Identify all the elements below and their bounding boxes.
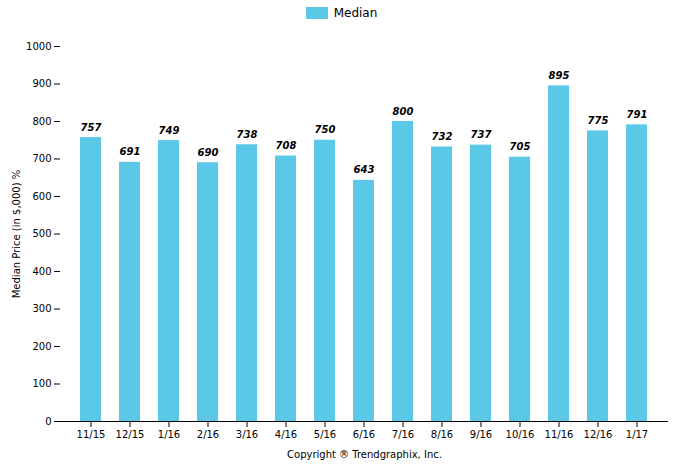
svg-text:9/16: 9/16 — [470, 429, 492, 440]
svg-text:737: 737 — [471, 129, 492, 140]
svg-text:0: 0 — [45, 416, 51, 427]
svg-text:791: 791 — [627, 109, 648, 120]
svg-text:500: 500 — [32, 228, 51, 239]
svg-text:643: 643 — [354, 164, 375, 175]
svg-text:738: 738 — [237, 129, 258, 140]
svg-text:5/16: 5/16 — [314, 429, 336, 440]
svg-text:1/16: 1/16 — [158, 429, 180, 440]
svg-text:12/15: 12/15 — [116, 429, 145, 440]
svg-text:1000: 1000 — [26, 41, 51, 52]
svg-text:200: 200 — [32, 341, 51, 352]
svg-text:2/16: 2/16 — [197, 429, 219, 440]
svg-text:4/16: 4/16 — [275, 429, 297, 440]
svg-text:757: 757 — [81, 122, 102, 133]
svg-text:900: 900 — [32, 78, 51, 89]
svg-text:1/17: 1/17 — [626, 429, 648, 440]
svg-text:749: 749 — [159, 125, 180, 136]
svg-text:Median Price (in $,000) %: Median Price (in $,000) % — [11, 170, 22, 299]
svg-text:800: 800 — [32, 116, 51, 127]
svg-text:3/16: 3/16 — [236, 429, 258, 440]
svg-text:690: 690 — [198, 147, 219, 158]
svg-text:300: 300 — [32, 303, 51, 314]
svg-text:705: 705 — [510, 141, 531, 152]
svg-text:400: 400 — [32, 266, 51, 277]
svg-text:11/16: 11/16 — [545, 429, 574, 440]
svg-text:800: 800 — [393, 106, 414, 117]
html-text:Median: Median — [333, 6, 378, 20]
svg-text:100: 100 — [32, 378, 51, 389]
svg-text:691: 691 — [120, 146, 141, 157]
svg-text:6/16: 6/16 — [353, 429, 375, 440]
svg-text:600: 600 — [32, 191, 51, 202]
svg-text:7/16: 7/16 — [392, 429, 414, 440]
svg-text:Copyright ® Trendgraphix, Inc.: Copyright ® Trendgraphix, Inc. — [287, 449, 442, 460]
svg-text:775: 775 — [588, 115, 609, 126]
svg-text:700: 700 — [32, 153, 51, 164]
svg-text:11/15: 11/15 — [77, 429, 106, 440]
svg-text:8/16: 8/16 — [431, 429, 453, 440]
svg-text:895: 895 — [549, 70, 570, 81]
svg-text:750: 750 — [315, 124, 336, 135]
svg-text:732: 732 — [432, 131, 453, 142]
svg-text:10/16: 10/16 — [506, 429, 535, 440]
svg-text:708: 708 — [276, 140, 297, 151]
svg-text:12/16: 12/16 — [584, 429, 613, 440]
